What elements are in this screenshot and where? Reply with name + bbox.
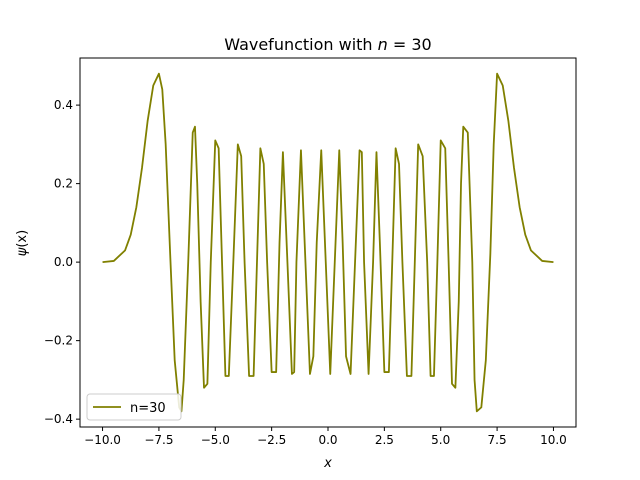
x-tick-label: −5.0 bbox=[201, 433, 230, 447]
series-line-0 bbox=[102, 72, 554, 413]
x-tick-label: 2.5 bbox=[375, 433, 394, 447]
y-tick-label: 0.0 bbox=[54, 255, 73, 269]
x-tick-label: −2.5 bbox=[257, 433, 286, 447]
x-tick-label: 10.0 bbox=[540, 433, 567, 447]
y-tick-label: 0.2 bbox=[54, 177, 73, 191]
y-tick-label: −0.2 bbox=[44, 334, 73, 348]
x-tick-label: 5.0 bbox=[431, 433, 450, 447]
y-tick-label: −0.4 bbox=[44, 412, 73, 426]
x-tick-label: −10.0 bbox=[84, 433, 121, 447]
y-axis-ticks: −0.4 −0.2 0.0 0.2 0.4 bbox=[44, 98, 80, 426]
legend-box bbox=[86, 393, 182, 421]
y-tick-label: 0.4 bbox=[54, 98, 73, 112]
legend-label: n=30 bbox=[130, 401, 166, 416]
x-axis-ticks: −10.0 −7.5 −5.0 −2.5 0.0 2.5 5.0 7.5 10.0 bbox=[84, 427, 567, 447]
legend: n=30 bbox=[86, 393, 182, 421]
x-axis-label: x bbox=[323, 456, 332, 471]
y-axis-label: ψ(x) bbox=[15, 230, 30, 256]
x-tick-label: 7.5 bbox=[488, 433, 507, 447]
x-tick-label: 0.0 bbox=[318, 433, 337, 447]
chart-title: Wavefunction with n = 30 bbox=[224, 35, 431, 54]
x-tick-label: −7.5 bbox=[144, 433, 173, 447]
